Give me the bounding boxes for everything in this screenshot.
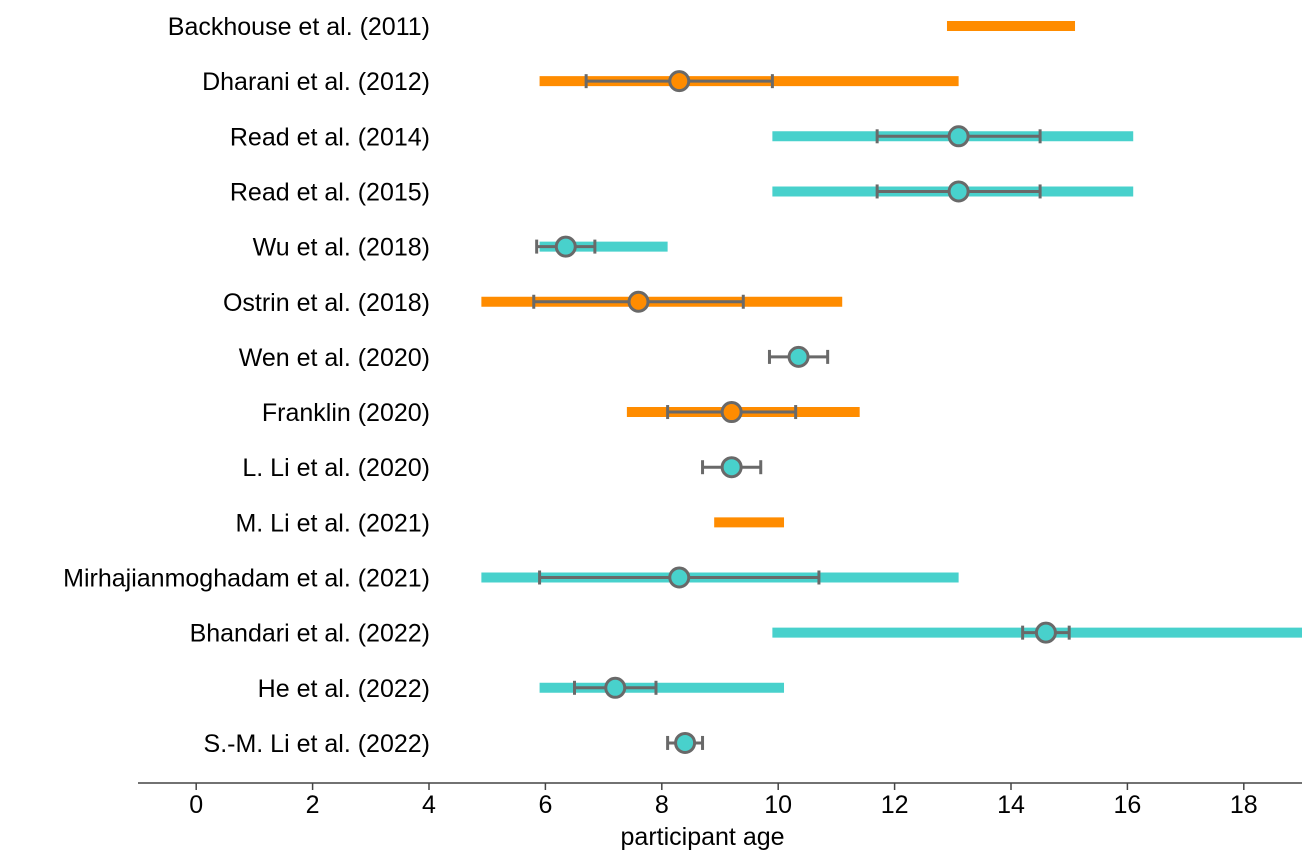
range-bars <box>481 21 1302 693</box>
mean-marker <box>947 125 970 148</box>
x-tick-label: 8 <box>655 791 669 819</box>
study-label: M. Li et al. (2021) <box>235 509 430 537</box>
x-tick-label: 10 <box>764 791 792 819</box>
x-tick-label: 4 <box>422 791 436 819</box>
study-label: Bhandari et al. (2022) <box>190 620 430 648</box>
study-label: He et al. (2022) <box>258 675 430 703</box>
mean-marker <box>668 566 691 589</box>
mean-marker <box>674 731 697 754</box>
mean-marker <box>787 345 810 368</box>
study-label: Ostrin et al. (2018) <box>223 289 430 317</box>
study-label: Wu et al. (2018) <box>253 234 430 262</box>
study-label: Backhouse et al. (2011) <box>168 13 430 41</box>
x-tick-label: 16 <box>1113 791 1141 819</box>
x-tick-label: 14 <box>997 791 1025 819</box>
x-tick-label: 6 <box>538 791 552 819</box>
mean-marker <box>720 456 743 479</box>
x-tick-label: 2 <box>306 791 320 819</box>
mean-marker <box>1034 621 1057 644</box>
x-axis-title: participant age <box>621 823 785 851</box>
x-axis: 0 2 4 6 8 10 12 14 16 18 <box>138 782 1302 819</box>
mean-marker <box>554 235 577 258</box>
study-label: Franklin (2020) <box>262 399 430 427</box>
mean-marker <box>668 70 691 93</box>
x-tick-label: 18 <box>1230 791 1258 819</box>
study-label: Read et al. (2015) <box>230 178 430 206</box>
study-label: Read et al. (2014) <box>230 123 430 151</box>
study-label: Mirhajianmoghadam et al. (2021) <box>63 565 430 593</box>
study-label: Wen et al. (2020) <box>239 344 430 372</box>
x-tick-label: 0 <box>189 791 203 819</box>
mean-marker <box>627 290 650 313</box>
study-label: L. Li et al. (2020) <box>242 454 430 482</box>
study-label: S.-M. Li et al. (2022) <box>204 730 430 758</box>
mean-marker <box>604 676 627 699</box>
mean-marker <box>720 401 743 424</box>
study-labels: Backhouse et al. (2011) Dharani et al. (2… <box>63 13 430 758</box>
mean-markers <box>554 70 1057 754</box>
mean-marker <box>947 180 970 203</box>
x-tick-label: 12 <box>881 791 909 819</box>
study-label: Dharani et al. (2012) <box>202 68 430 96</box>
